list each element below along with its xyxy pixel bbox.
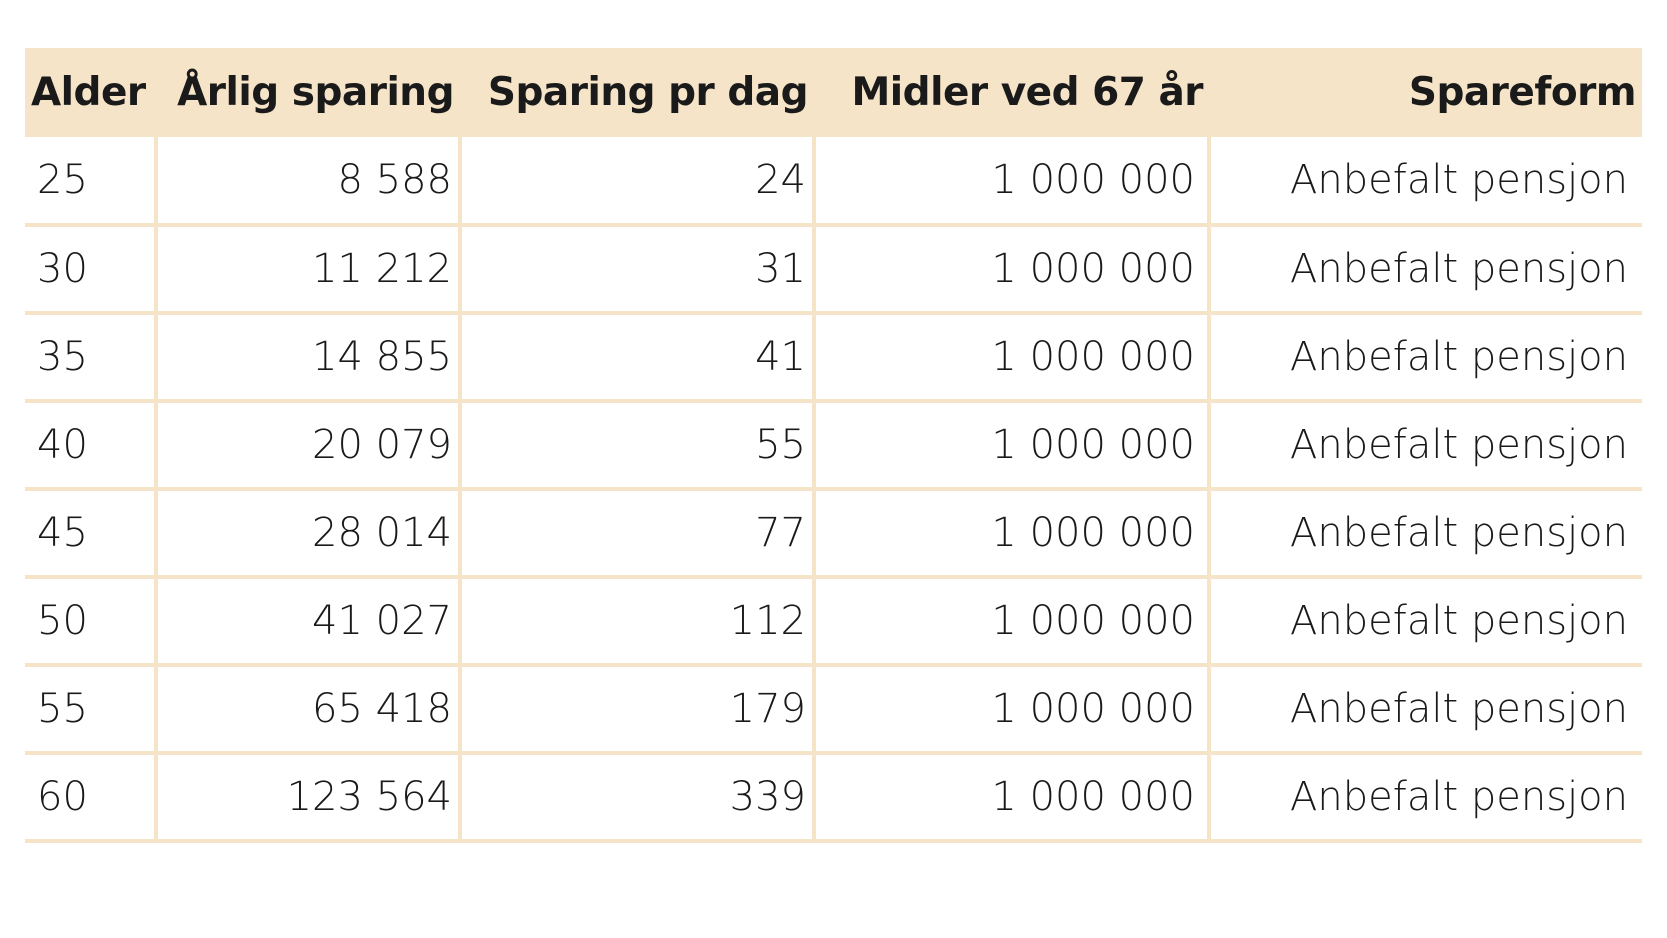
header-row: Alder Årlig sparing Sparing pr dag Midle… [25,48,1642,137]
cell-midler-ved-67: 1 000 000 [812,401,1209,489]
cell-spareform: Anbefalt pensjon [1207,577,1642,665]
savings-table-container: Alder Årlig sparing Sparing pr dag Midle… [25,48,1642,843]
cell-alder: 55 [37,686,88,732]
table-header: Alder Årlig sparing Sparing pr dag Midle… [25,48,1642,137]
column-header-midler-ved-67: Midler ved 67 år [851,70,1204,115]
column-header-spareform: Spareform [1408,70,1637,115]
savings-table: Alder Årlig sparing Sparing pr dag Midle… [25,48,1642,843]
cell-arlig-sparing: 8 588 [154,137,460,225]
cell-alder: 50 [37,598,88,644]
cell-midler-ved-67: 1 000 000 [812,753,1209,841]
column-header-alder: Alder [31,70,146,115]
cell-arlig-sparing: 65 418 [154,665,460,753]
cell-sparing-pr-dag: 24 [458,137,814,225]
table-row: 25 8 588 24 1 000 000 Anbefalt pensjon [25,137,1642,225]
table-row: 50 41 027 112 1 000 000 Anbefalt pensjon [25,577,1642,665]
cell-spareform: Anbefalt pensjon [1207,753,1642,841]
cell-alder: 35 [37,334,88,380]
table-row: 40 20 079 55 1 000 000 Anbefalt pensjon [25,401,1642,489]
cell-alder: 25 [37,157,88,203]
cell-sparing-pr-dag: 41 [458,313,814,401]
table-row: 55 65 418 179 1 000 000 Anbefalt pensjon [25,665,1642,753]
table-row: 30 11 212 31 1 000 000 Anbefalt pensjon [25,225,1642,313]
table-row: 45 28 014 77 1 000 000 Anbefalt pensjon [25,489,1642,577]
cell-midler-ved-67: 1 000 000 [812,137,1209,225]
table-row: 35 14 855 41 1 000 000 Anbefalt pensjon [25,313,1642,401]
cell-sparing-pr-dag: 77 [458,489,814,577]
cell-spareform: Anbefalt pensjon [1207,313,1642,401]
cell-alder: 60 [37,774,88,820]
cell-midler-ved-67: 1 000 000 [812,577,1209,665]
cell-arlig-sparing: 123 564 [154,753,460,841]
table-body: 25 8 588 24 1 000 000 Anbefalt pensjon 3… [25,137,1642,841]
cell-arlig-sparing: 41 027 [154,577,460,665]
cell-spareform: Anbefalt pensjon [1207,225,1642,313]
cell-midler-ved-67: 1 000 000 [812,665,1209,753]
cell-spareform: Anbefalt pensjon [1207,401,1642,489]
cell-alder: 45 [37,510,88,556]
column-header-sparing-pr-dag: Sparing pr dag [487,70,809,115]
cell-arlig-sparing: 20 079 [154,401,460,489]
cell-spareform: Anbefalt pensjon [1207,665,1642,753]
cell-midler-ved-67: 1 000 000 [812,313,1209,401]
cell-alder: 30 [37,246,88,292]
cell-arlig-sparing: 28 014 [154,489,460,577]
cell-arlig-sparing: 14 855 [154,313,460,401]
cell-sparing-pr-dag: 112 [458,577,814,665]
column-header-arlig-sparing: Årlig sparing [177,70,454,115]
table-row: 60 123 564 339 1 000 000 Anbefalt pensjo… [25,753,1642,841]
cell-sparing-pr-dag: 31 [458,225,814,313]
cell-alder: 40 [37,422,88,468]
cell-spareform: Anbefalt pensjon [1207,489,1642,577]
cell-sparing-pr-dag: 339 [458,753,814,841]
cell-midler-ved-67: 1 000 000 [812,225,1209,313]
cell-midler-ved-67: 1 000 000 [812,489,1209,577]
cell-arlig-sparing: 11 212 [154,225,460,313]
cell-sparing-pr-dag: 179 [458,665,814,753]
cell-sparing-pr-dag: 55 [458,401,814,489]
cell-spareform: Anbefalt pensjon [1207,137,1642,225]
